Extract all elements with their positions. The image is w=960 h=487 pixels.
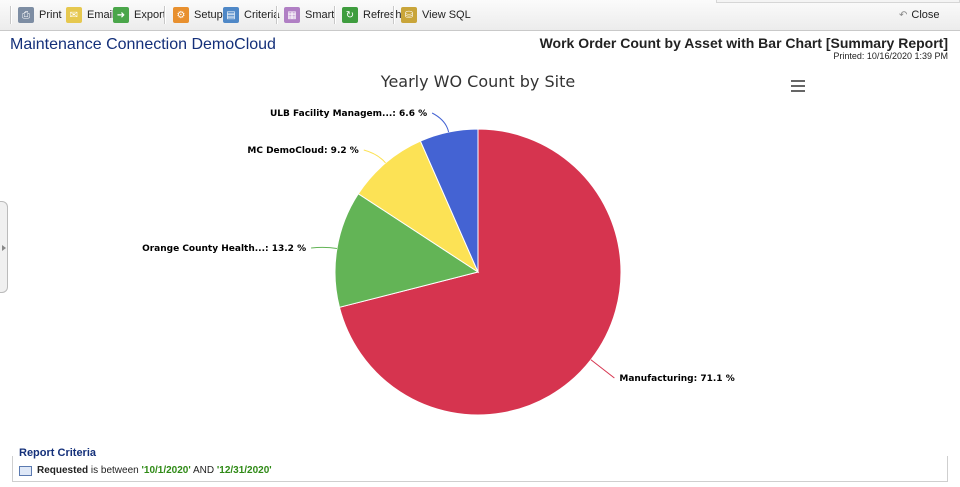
slice-label: MC DemoCloud: 9.2 % bbox=[247, 146, 358, 156]
criteria-start-date: '10/1/2020' bbox=[141, 465, 191, 476]
toolbar-separator bbox=[334, 6, 335, 24]
close-icon: ↶ bbox=[899, 9, 908, 21]
criteria-heading: Report Criteria bbox=[19, 447, 101, 459]
slice-connector bbox=[363, 149, 386, 164]
print-label: Print bbox=[39, 9, 62, 21]
toolbar: ⎙ Print ✉ Email ➜ Export ⚙ Setup ▤ Crite… bbox=[0, 0, 960, 31]
criteria-field: Requested bbox=[37, 465, 89, 476]
toolbar-separator bbox=[393, 6, 394, 24]
pie-slice[interactable] bbox=[334, 193, 480, 308]
database-icon: ⛁ bbox=[401, 7, 417, 23]
email-label: Email bbox=[87, 9, 115, 21]
export-label: Export bbox=[134, 9, 166, 21]
toolbar-separator bbox=[276, 6, 277, 24]
setup-button[interactable]: ⚙ Setup bbox=[173, 6, 223, 24]
smart-icon: ▦ bbox=[284, 7, 300, 23]
criteria-line: Requested is between '10/1/2020' AND '12… bbox=[19, 465, 272, 476]
view-sql-button[interactable]: ⛁ View SQL bbox=[401, 6, 471, 24]
chart-title: Yearly WO Count by Site bbox=[380, 72, 576, 91]
slice-connector bbox=[590, 359, 615, 379]
printed-timestamp: Printed: 10/16/2020 1:39 PM bbox=[833, 51, 948, 61]
slice-connector bbox=[431, 112, 450, 133]
slice-connector bbox=[311, 246, 338, 250]
criteria-icon: ▤ bbox=[223, 7, 239, 23]
criteria-and-text: AND bbox=[190, 465, 217, 476]
pie-slice[interactable] bbox=[338, 128, 622, 416]
refresh-label: Refresh bbox=[363, 9, 402, 21]
email-button[interactable]: ✉ Email bbox=[66, 6, 115, 24]
criteria-label: Criteria bbox=[244, 9, 280, 21]
toolbar-separator bbox=[10, 6, 11, 24]
smart-label: Smart bbox=[305, 9, 335, 21]
app-title: Maintenance Connection DemoCloud bbox=[10, 36, 276, 53]
print-button[interactable]: ⎙ Print bbox=[18, 6, 62, 24]
slice-label: Orange County Health...: 13.2 % bbox=[142, 244, 306, 254]
report-title: Work Order Count by Asset with Bar Chart… bbox=[539, 35, 948, 51]
pie-slice[interactable] bbox=[419, 128, 479, 273]
side-panel-toggle[interactable] bbox=[0, 201, 8, 293]
slice-label: Manufacturing: 71.1 % bbox=[619, 374, 734, 384]
view-sql-label: View SQL bbox=[422, 9, 471, 21]
criteria-box bbox=[12, 456, 948, 482]
export-icon: ➜ bbox=[113, 7, 129, 23]
close-button[interactable]: ↶ Close bbox=[899, 6, 940, 24]
setup-icon: ⚙ bbox=[173, 7, 189, 23]
hamburger-menu-icon[interactable] bbox=[791, 80, 805, 92]
slice-label: ULB Facility Managem...: 6.6 % bbox=[270, 109, 427, 119]
criteria-button[interactable]: ▤ Criteria bbox=[223, 6, 279, 24]
criteria-between-text: is between bbox=[88, 465, 142, 476]
email-icon: ✉ bbox=[66, 7, 82, 23]
pie-slice[interactable] bbox=[357, 140, 480, 274]
setup-label: Setup bbox=[194, 9, 223, 21]
printer-icon: ⎙ bbox=[18, 7, 34, 23]
refresh-button[interactable]: ↻ Refresh bbox=[342, 6, 402, 24]
refresh-icon: ↻ bbox=[342, 7, 358, 23]
toolbar-separator bbox=[164, 6, 165, 24]
export-button[interactable]: ➜ Export bbox=[113, 6, 166, 24]
criteria-end-date: '12/31/2020' bbox=[216, 465, 272, 476]
close-label: Close bbox=[911, 9, 940, 21]
criteria-list-icon bbox=[19, 465, 32, 476]
smart-button[interactable]: ▦ Smart bbox=[284, 6, 334, 24]
